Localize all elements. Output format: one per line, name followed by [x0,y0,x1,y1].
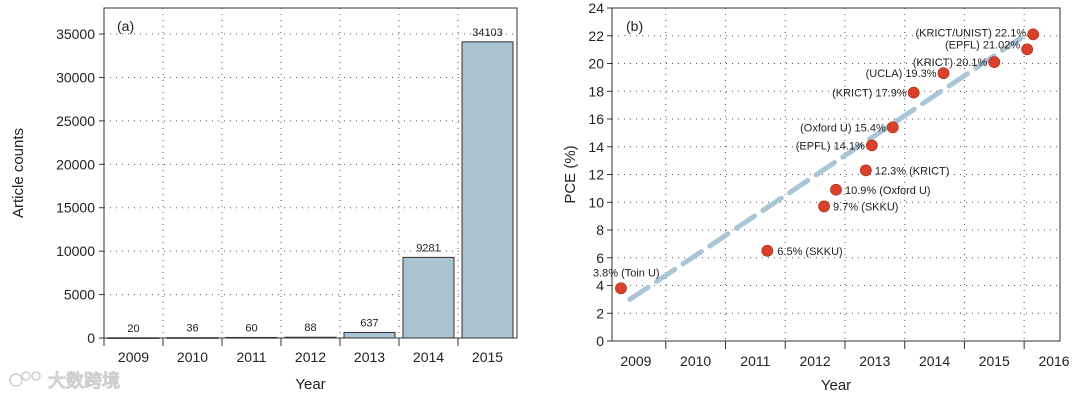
y-axis-title: Article counts [10,128,27,218]
y-tick-label: 20 [588,56,604,72]
point-label: (UCLA) 19.3% [866,68,937,80]
data-point [988,56,1001,69]
y-tick-label: 2 [596,305,604,321]
point-label: 10.9% (Oxford U) [845,185,931,197]
y-tick-label: 16 [588,111,604,127]
point-label: 3.8% (Toin U) [593,267,660,279]
data-point [761,244,774,257]
x-tick-label: 2010 [177,349,208,365]
panel-label: (a) [117,18,134,34]
x-tick-label: 2015 [472,349,503,365]
point-label: (KRICT) 17.9% [832,88,907,100]
x-tick-label: 2011 [236,349,266,365]
y-tick-label: 8 [596,222,604,238]
data-point [859,164,872,177]
bar-chart-panel: 0 5000 10000 15000 20000 25000 30000 35000 20 200… [10,7,518,393]
bar-value-label: 60 [245,322,257,334]
y-tick-label: 30000 [56,69,95,85]
point-label: (KRICT/UNIST) 22.1% [915,27,1026,39]
x-tick-label: 2010 [680,353,711,369]
data-point [865,139,878,152]
bar-value-label: 36 [186,323,198,335]
point-label: (EPFL) 14.1% [796,140,865,152]
data-point [886,121,899,134]
point-label: 12.3% (KRICT) [875,165,950,177]
y-axis-title: PCE (%) [562,145,579,203]
bar [402,256,455,339]
x-tick-label: 2014 [919,353,950,369]
x-tick-label: 2009 [620,353,651,369]
bar [343,331,396,339]
point-label: 9.7% (SKKU) [833,201,898,213]
bar [166,337,219,339]
y-tick-label: 20000 [56,156,95,172]
bar [461,41,514,339]
bar-value-label: 34103 [472,27,503,39]
x-axis-title: Year [295,376,325,393]
bar [107,337,160,339]
data-point [830,183,842,196]
bar-value-label: 20 [127,323,139,335]
x-tick-label: 2011 [740,353,770,369]
data-point [615,282,627,295]
y-tick-label: 4 [596,278,604,294]
bar-value-label: 9281 [416,242,440,254]
y-tick-label: 0 [596,333,604,349]
x-tick-label: 2009 [118,349,149,365]
y-tick-label: 5000 [64,287,95,303]
x-tick-label: 2013 [859,353,890,369]
y-tick-label: 25000 [56,113,95,129]
point-label: (Oxford U) 15.4% [800,122,886,134]
point-label: (KRICT) 20.1% [913,57,988,69]
data-point [1027,28,1040,41]
y-tick-label: 12 [588,167,604,183]
y-tick-label: 0 [87,330,95,346]
bar-value-label: 88 [304,322,316,334]
x-tick-label: 2016 [1038,353,1069,369]
y-tick-label: 22 [588,28,604,44]
data-point [818,200,830,213]
point-label: 6.5% (SKKU) [777,246,842,258]
data-point [1021,43,1034,56]
y-tick-label: 6 [596,250,604,266]
y-tick-label: 24 [588,0,604,16]
x-axis-title: Year [821,377,851,394]
y-tick-label: 14 [588,139,604,155]
x-tick-label: 2013 [354,349,385,365]
y-tick-label: 35000 [56,26,95,42]
bar [225,336,278,339]
plot-frame [103,7,518,339]
watermark-text: 大数跨境 [48,370,120,392]
data-point [907,86,920,99]
y-tick-label: 18 [588,83,604,99]
panel-label: (b) [626,18,643,34]
logo-icon [9,371,41,387]
watermark: 大数跨境 [9,370,120,392]
x-tick-label: 2015 [979,353,1010,369]
bar [284,336,337,339]
x-tick-label: 2012 [800,353,831,369]
point-label: (EPFL) 21.02% [945,39,1020,51]
trend-line [627,33,1027,302]
bar-value-label: 637 [360,317,378,329]
y-tick-label: 10 [588,194,604,210]
x-tick-label: 2014 [413,349,444,365]
x-tick-label: 2012 [295,349,326,365]
y-tick-label: 10000 [56,243,95,259]
y-tick-label: 15000 [56,200,95,216]
data-point [937,67,950,80]
